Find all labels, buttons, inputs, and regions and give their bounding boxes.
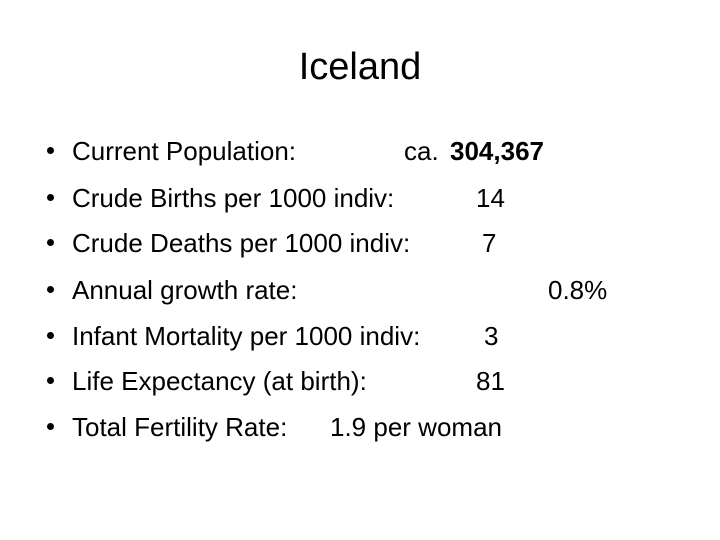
growth-value: 0.8% [548, 275, 608, 305]
bullet-item-births: Crude Births per 1000 indiv: 14 [0, 180, 720, 216]
bullet-item-infant-mortality: Infant Mortality per 1000 indiv: 3 [0, 318, 720, 354]
bullet-label: Life Expectancy (at birth): [72, 366, 367, 396]
bullet-label: Crude Births per 1000 indiv: [72, 183, 395, 213]
bullet-item-population: Current Population: ca. 304,367 [0, 133, 720, 169]
bullet-label: Infant Mortality per 1000 indiv: [72, 321, 421, 351]
deaths-value: 7 [482, 228, 497, 258]
infant-mortality-value: 3 [484, 321, 499, 351]
population-prefix: ca. [404, 136, 439, 166]
bullet-item-life-expectancy: Life Expectancy (at birth): 81 [0, 363, 720, 399]
life-expectancy-value: 81 [476, 366, 505, 396]
population-value: 304,367 [450, 136, 544, 166]
bullet-label: Total Fertility Rate: [72, 412, 288, 442]
bullet-dot [47, 423, 54, 430]
bullet-dot [47, 147, 54, 154]
bullet-label: Current Population: [72, 136, 297, 166]
bullet-label: Crude Deaths per 1000 indiv: [72, 228, 411, 258]
bullet-item-fertility: Total Fertility Rate: 1.9 per woman [0, 409, 720, 445]
bullet-item-deaths: Crude Deaths per 1000 indiv: 7 [0, 225, 720, 261]
bullet-dot [47, 377, 54, 384]
slide-title: Iceland [298, 46, 422, 88]
bullet-dot [47, 239, 54, 246]
births-value: 14 [476, 183, 505, 213]
bullet-dot [47, 194, 54, 201]
fertility-value: 1.9 per woman [330, 412, 502, 442]
bullet-dot [47, 286, 54, 293]
bullet-label: Annual growth rate: [72, 275, 298, 305]
bullet-dot [47, 332, 54, 339]
bullet-item-growth: Annual growth rate: 0.8% [0, 272, 720, 308]
